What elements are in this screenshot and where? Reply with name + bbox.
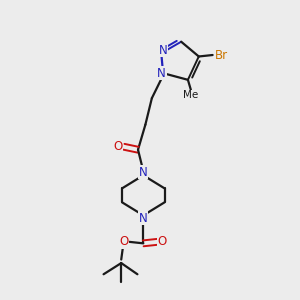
Text: O: O [113,140,123,153]
Text: O: O [158,236,167,248]
Text: N: N [139,212,148,225]
Text: O: O [120,236,129,248]
Text: Me: Me [183,90,199,100]
Text: N: N [158,44,167,57]
Text: N: N [157,67,166,80]
Text: N: N [139,166,148,179]
Text: Br: Br [215,49,228,62]
